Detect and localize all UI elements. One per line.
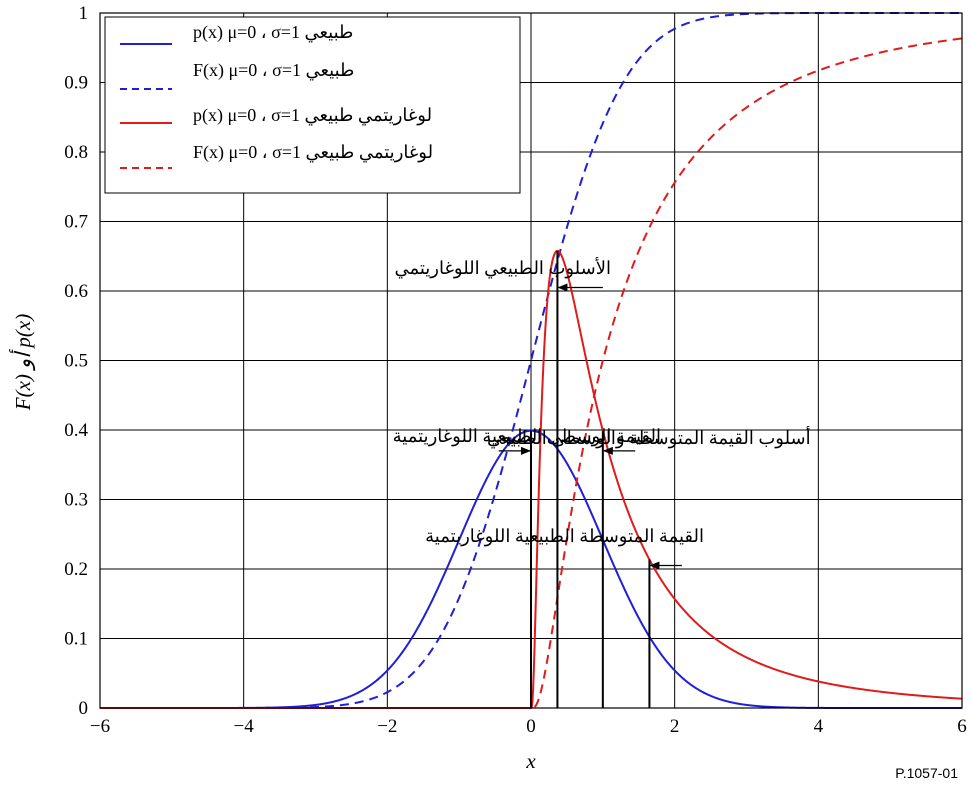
legend-label-normal-cdf: طبيعي F(x) μ=0 ، σ=1 (193, 60, 354, 81)
x-tick-label: 4 (814, 716, 824, 737)
y-tick-label: 0.8 (64, 142, 88, 163)
y-tick-label: 1 (79, 3, 89, 24)
x-tick-label: −4 (234, 716, 255, 737)
markers (530, 250, 651, 708)
y-tick-label: 0.3 (64, 490, 88, 511)
annotations: الأسلوب الطبيعي اللوغاريتمي أسلوب القيمة … (393, 256, 811, 570)
y-tick-label: 0.1 (64, 629, 88, 650)
annotation-normal-mode-mean-median: أسلوب القيمة المتوسطة والوسطى الطبيعي (487, 426, 811, 449)
x-tick-label: −6 (90, 716, 110, 737)
ticks: −6 −4 −2 0 2 4 6 0 0.1 0.2 0.3 0.4 0.5 0.6 0.7 0.8 0.9 1 (64, 3, 967, 737)
y-tick-label: 0.5 (64, 351, 88, 372)
annotation-lognormal-mean: القيمة المتوسطة الطبيعية اللوغاريتمية (425, 526, 704, 547)
x-tick-label: 6 (957, 716, 967, 737)
legend-box (104, 16, 521, 194)
annotation-lognormal-median: القيمة الوسطى الطبيعية اللوغاريتمية (393, 426, 661, 447)
figure-id: P.1057-01 (895, 765, 958, 781)
legend: طبيعي p(x) μ=0 ، σ=1 طبيعي F(x) μ=0 ، σ=… (104, 16, 521, 194)
x-tick-label: −2 (377, 716, 397, 737)
y-tick-label: 0.9 (64, 73, 88, 94)
legend-label-normal-pdf: طبيعي p(x) μ=0 ، σ=1 (193, 22, 353, 43)
y-axis-label: F(x) أو p(x) (9, 314, 36, 411)
x-tick-label: 0 (526, 716, 536, 737)
y-tick-label: 0.4 (64, 420, 88, 441)
annotation-lognormal-mode: الأسلوب الطبيعي اللوغاريتمي (394, 256, 611, 279)
y-tick-label: 0.6 (64, 281, 88, 302)
y-tick-label: 0.2 (64, 559, 88, 580)
legend-label-lognormal-pdf: لوغاريتمي طبيعي p(x) μ=0 ، σ=1 (193, 105, 432, 126)
legend-label-lognormal-cdf: لوغاريتمي طبيعي F(x) μ=0 ، σ=1 (193, 142, 433, 163)
y-tick-label: 0 (79, 698, 89, 719)
plot-frame (99, 12, 963, 709)
y-tick-label: 0.7 (64, 212, 88, 233)
x-tick-label: 2 (670, 716, 680, 737)
x-axis-label: x (525, 749, 536, 773)
